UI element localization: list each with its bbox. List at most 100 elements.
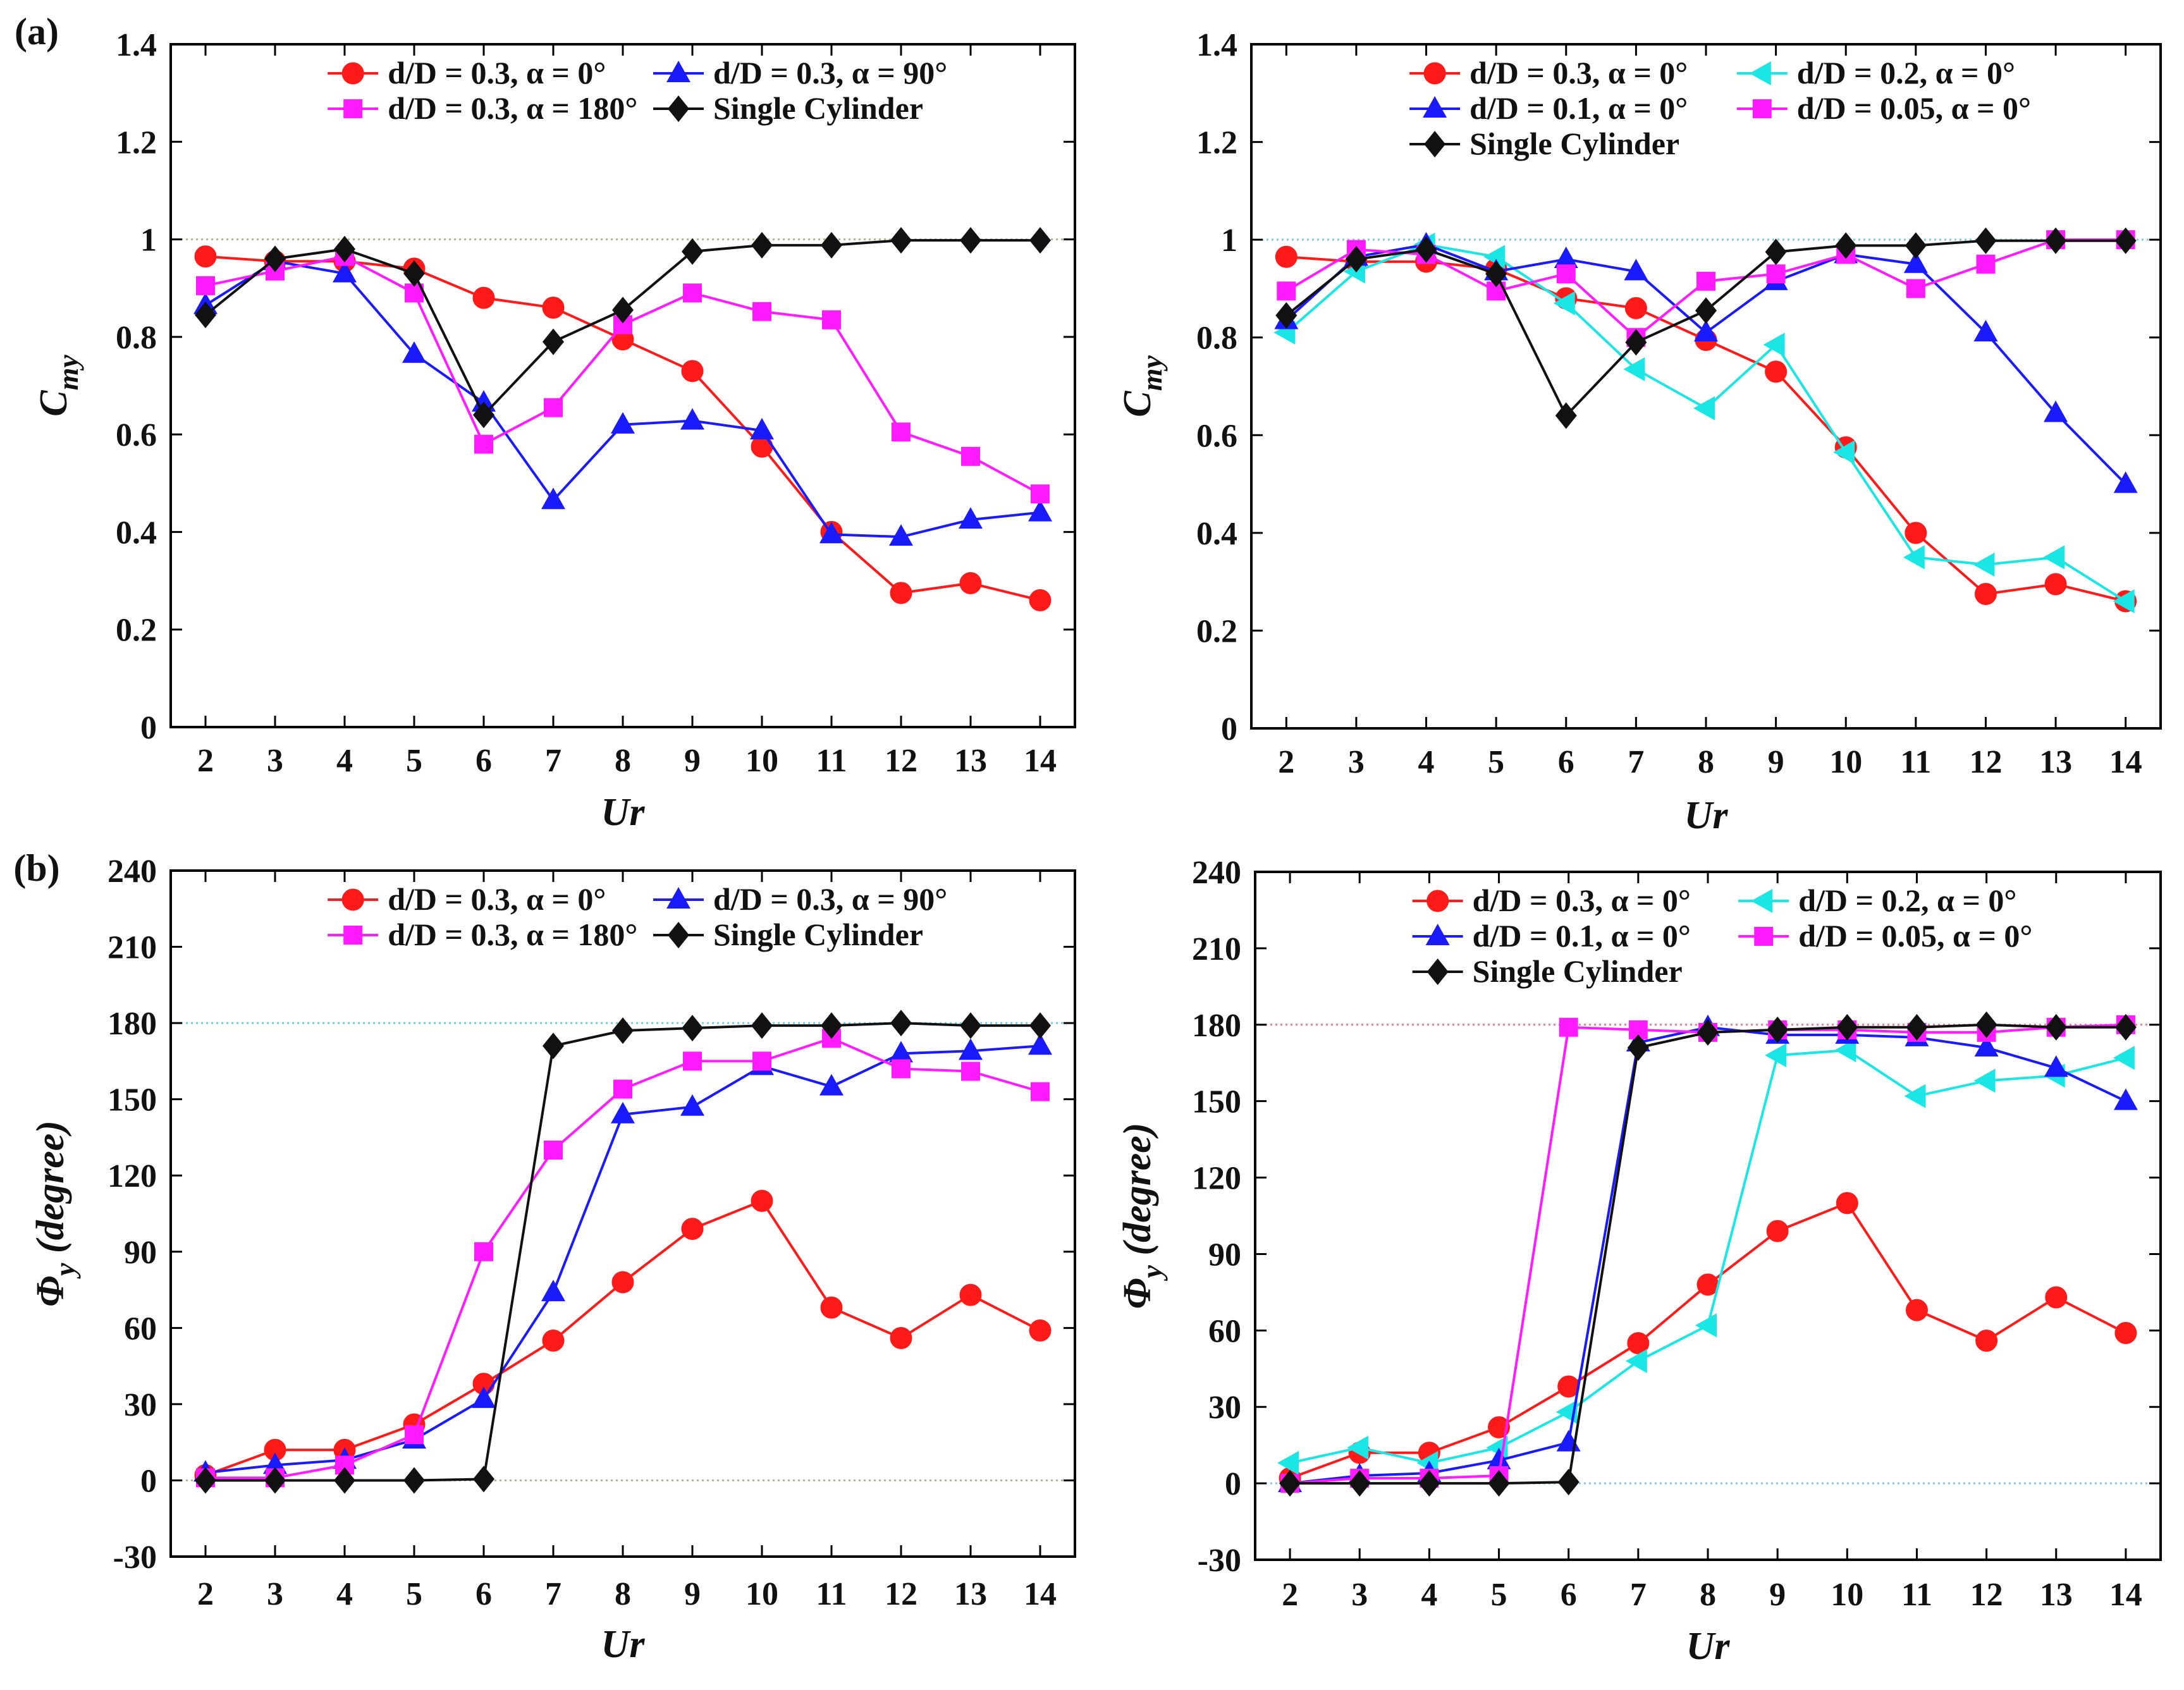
- y-tick-label: 30: [1208, 1390, 1241, 1426]
- data-point: [1693, 396, 1715, 420]
- y-axis-title-sub: y: [49, 1263, 81, 1279]
- legend-item: d/D = 0.3, α = 180°: [328, 917, 637, 952]
- data-point: [333, 260, 357, 283]
- legend-marker: [666, 61, 690, 82]
- x-tick-label: 7: [545, 743, 561, 779]
- y-axis-title-main: Φ: [1116, 1278, 1159, 1309]
- data-point: [1275, 302, 1298, 329]
- series-4: [1275, 227, 2137, 429]
- legend-label: d/D = 0.1, α = 0°: [1473, 918, 1691, 953]
- y-tick-label: -30: [1198, 1543, 1241, 1579]
- data-point: [195, 302, 216, 329]
- data-point: [1623, 357, 1645, 381]
- x-tick-label: 14: [2109, 744, 2142, 780]
- x-tick-label: 11: [816, 1576, 847, 1612]
- data-point: [1488, 1416, 1511, 1438]
- legend-marker: [1749, 61, 1771, 85]
- data-point: [1277, 281, 1296, 301]
- panel-label: (b): [13, 847, 59, 889]
- legend-item: d/D = 0.05, α = 0°: [1736, 90, 2031, 126]
- legend-item: d/D = 0.1, α = 0°: [1412, 918, 1691, 953]
- data-point: [1559, 1017, 1578, 1037]
- data-point: [890, 1010, 912, 1037]
- x-axis-title: Ur: [601, 791, 646, 834]
- y-tick-label: 60: [1208, 1313, 1241, 1349]
- chart-a-left: 2 3 4 5 6 7 8 9 10 11 12 13 14 0 0.2 0.4 0.6 0.8 1 1.2 1.4 Ur…: [15, 11, 1076, 834]
- data-point: [1031, 1082, 1050, 1101]
- legend-item: d/D = 0.3, α = 0°: [1409, 55, 1688, 90]
- data-point: [1349, 1470, 1371, 1497]
- data-point: [959, 572, 982, 594]
- x-tick-label: 8: [1700, 1577, 1716, 1613]
- x-tick-label: 9: [1769, 1577, 1786, 1613]
- series-1: [193, 248, 1052, 546]
- data-point: [1483, 245, 1506, 269]
- y-tick-label: 180: [107, 1006, 157, 1042]
- data-point: [1624, 297, 1647, 319]
- data-point: [1029, 1012, 1051, 1039]
- panel-label: (a): [15, 11, 59, 52]
- legend-label: d/D = 0.3, α = 0°: [1469, 55, 1688, 90]
- y-tick-label: 0.8: [116, 320, 157, 356]
- x-tick-label: 4: [336, 743, 353, 779]
- y-tick-label: 0.2: [1196, 613, 1237, 649]
- y-tick-label: 30: [124, 1387, 157, 1423]
- data-point: [1624, 259, 1648, 281]
- legend-label: d/D = 0.3, α = 0°: [1473, 883, 1691, 918]
- data-point: [2045, 1013, 2067, 1041]
- legend-label: d/D = 0.05, α = 0°: [1798, 918, 2032, 953]
- series-line: [205, 255, 1041, 496]
- data-point: [1766, 1220, 1789, 1242]
- data-point: [1277, 1450, 1299, 1475]
- series-1: [1277, 1038, 2135, 1475]
- data-point: [1765, 1043, 1787, 1068]
- y-tick-label: 240: [107, 854, 157, 890]
- data-point: [1903, 251, 1928, 273]
- data-point: [2044, 573, 2067, 596]
- data-point: [1975, 227, 1997, 254]
- data-point: [959, 1038, 983, 1060]
- x-tick-label: 10: [1831, 1577, 1863, 1613]
- data-point: [1627, 1034, 1649, 1062]
- x-axis-title: Ur: [1684, 794, 1729, 837]
- data-point: [2045, 1286, 2068, 1309]
- data-point: [1903, 545, 1925, 570]
- x-tick-label: 2: [1278, 744, 1294, 780]
- x-tick-label: 2: [1282, 1577, 1298, 1613]
- data-point: [821, 1012, 842, 1039]
- x-tick-label: 8: [615, 1576, 631, 1612]
- data-point: [1553, 291, 1575, 315]
- data-point: [681, 360, 704, 383]
- data-point: [822, 310, 841, 329]
- data-point: [2114, 1013, 2137, 1041]
- data-point: [473, 401, 494, 429]
- data-point: [472, 286, 495, 309]
- chart-b-right: 2 3 4 5 6 7 8 9 10 11 12 13 14 -30 0 30 60 90 120 150 180 210…: [1116, 855, 2162, 1668]
- y-axis-title-sub: y: [1136, 1264, 1168, 1281]
- y-axis-title-main: C: [32, 390, 75, 417]
- data-point: [1345, 246, 1367, 273]
- data-point: [1763, 333, 1785, 357]
- data-point: [1029, 227, 1051, 254]
- legend-marker: [1424, 131, 1446, 157]
- data-point: [1487, 1447, 1511, 1469]
- data-point: [1029, 589, 1052, 611]
- data-point: [1694, 319, 1718, 341]
- legend-marker: [1426, 890, 1449, 912]
- legend-label: Single Cylinder: [1469, 126, 1679, 161]
- data-point: [1347, 1435, 1369, 1460]
- plot-frame: [169, 869, 1076, 1558]
- data-point: [1905, 232, 1927, 259]
- legend-label: Single Cylinder: [713, 90, 923, 126]
- data-point: [1765, 238, 1787, 266]
- x-tick-label: 13: [954, 1576, 987, 1612]
- legend-marker: [666, 887, 690, 909]
- data-point: [402, 341, 426, 363]
- data-point: [264, 245, 286, 272]
- data-point: [960, 1012, 981, 1039]
- y-axis-title-main: Φ: [29, 1276, 72, 1307]
- data-point: [2113, 1046, 2135, 1070]
- series-2: [196, 247, 1050, 504]
- data-point: [959, 507, 983, 529]
- data-point: [2113, 589, 2135, 614]
